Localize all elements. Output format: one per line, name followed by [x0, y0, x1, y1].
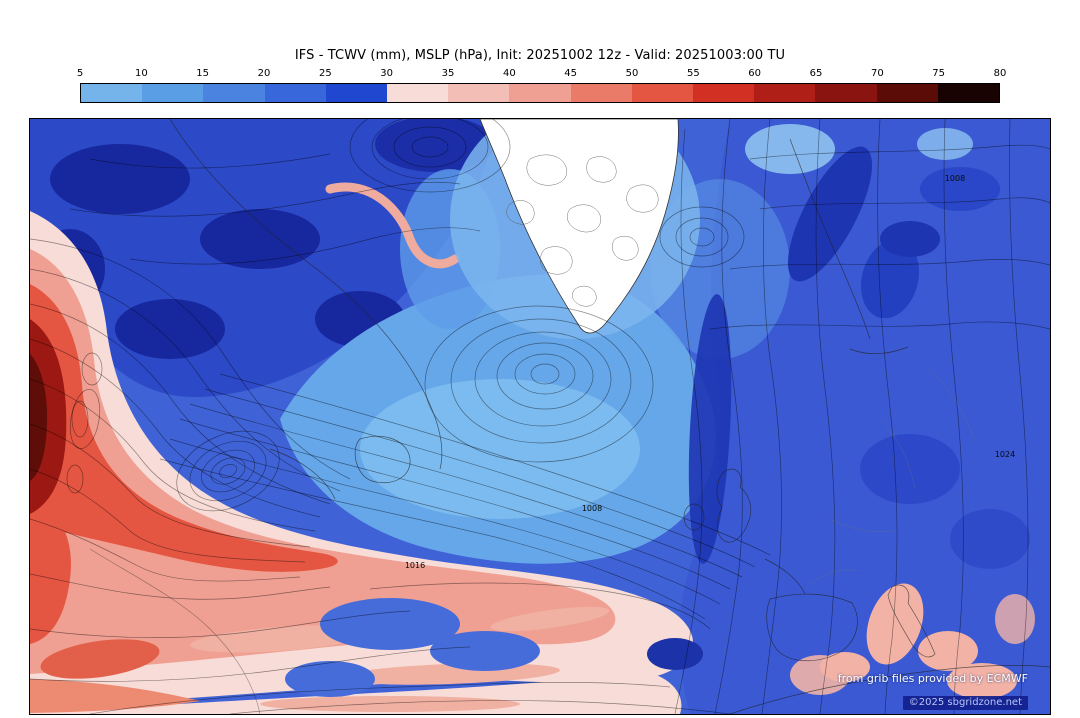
colorbar-swatch: [325, 84, 388, 102]
map-area: 1016 1008 1024 1008 from grib files provide…: [29, 118, 1051, 715]
tcwv-fill-regions: [30, 119, 1050, 714]
attribution-copyright: ©2025 sbgridzone.net: [902, 696, 1028, 710]
colorbar-swatch: [754, 84, 816, 102]
colorbar-swatches: [80, 83, 1000, 103]
colorbar-swatch: [570, 84, 632, 102]
attribution-source: from grib files provided by ECMWF: [837, 672, 1028, 685]
colorbar-tick: 10: [134, 68, 148, 79]
colorbar-swatch: [142, 84, 204, 102]
country-borders: [804, 368, 976, 590]
greenland-contours: [506, 154, 659, 307]
isobar-contours: [30, 119, 1050, 714]
colorbar-tick: 65: [809, 68, 823, 79]
colorbar: 5 10 15 20 25 30 35 40 45 50 55 60 65 70 75 80: [76, 68, 1007, 103]
colorbar-tick: 55: [686, 68, 700, 79]
colorbar-tick: 45: [564, 68, 578, 79]
colorbar-tick: 80: [993, 68, 1007, 79]
chart-title: IFS - TCWV (mm), MSLP (hPa), Init: 20251…: [294, 48, 786, 63]
colorbar-tick: 35: [441, 68, 455, 79]
colorbar-tick: 60: [748, 68, 762, 79]
colorbar-tick: 25: [318, 68, 332, 79]
colorbar-tick: 40: [502, 68, 516, 79]
colorbar-tick: 75: [932, 68, 946, 79]
colorbar-swatch: [264, 84, 326, 102]
colorbar-swatch: [815, 84, 877, 102]
colorbar-swatch: [81, 84, 143, 102]
colorbar-tick: 70: [870, 68, 884, 79]
colorbar-ticks: 5 10 15 20 25 30 35 40 45 50 55 60 65 70 75 80: [76, 68, 1007, 81]
colorbar-swatch: [631, 84, 694, 102]
colorbar-swatch: [937, 84, 1000, 102]
colorbar-swatch: [203, 84, 265, 102]
colorbar-tick: 15: [196, 68, 210, 79]
map-svg: [30, 119, 1050, 714]
attribution: from grib files provided by ECMWF ©2025 …: [838, 672, 1028, 710]
colorbar-tick: 20: [257, 68, 271, 79]
colorbar-tick: 30: [380, 68, 394, 79]
coastlines: [89, 119, 1050, 714]
colorbar-swatch: [876, 84, 938, 102]
colorbar-swatch: [509, 84, 571, 102]
colorbar-tick: 5: [76, 68, 84, 79]
colorbar-swatch: [693, 84, 755, 102]
colorbar-tick: 50: [625, 68, 639, 79]
colorbar-swatch: [387, 84, 449, 102]
colorbar-swatch: [448, 84, 510, 102]
